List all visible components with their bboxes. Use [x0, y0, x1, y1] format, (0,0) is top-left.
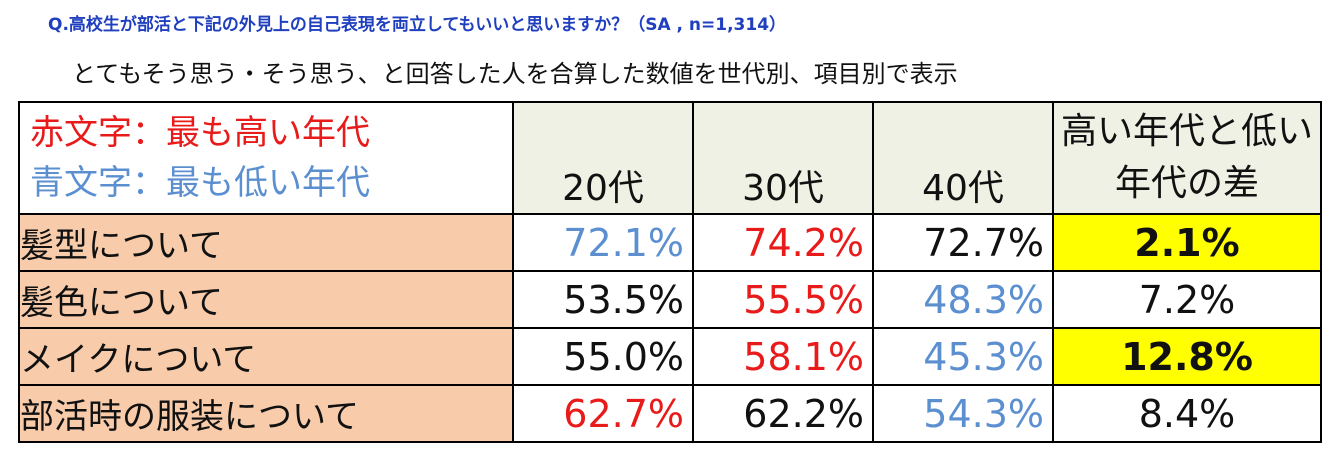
value-cell-30s: 62.2% — [692, 384, 874, 443]
subtitle-text: とてもそう思う・そう思う、と回答した人を合算した数値を世代別、項目別で表示 — [72, 60, 958, 88]
table-row: 部活時の服装について 62.7% 62.2% 54.3% 8.4% — [18, 384, 1322, 443]
table-row: 髪色について 53.5% 55.5% 48.3% 7.2% — [18, 270, 1322, 329]
legend-red-note: 赤文字：最も高い年代 — [30, 113, 370, 153]
column-header-40s: 40代 — [872, 101, 1054, 215]
table-row: 髪型について 72.1% 74.2% 72.7% 2.1% — [18, 213, 1322, 272]
value-cell-40s: 72.7% — [872, 213, 1054, 272]
value-cell-20s: 55.0% — [512, 327, 694, 386]
value-cell-20s: 53.5% — [512, 270, 694, 329]
value-cell-20s: 62.7% — [512, 384, 694, 443]
value-cell-30s: 58.1% — [692, 327, 874, 386]
difference-cell: 8.4% — [1052, 384, 1322, 443]
value-cell-40s: 54.3% — [872, 384, 1054, 443]
value-cell-30s: 55.5% — [692, 270, 874, 329]
results-table: 赤文字：最も高い年代 青文字：最も低い年代 20代 30代 40代 高い年代と低… — [18, 101, 1322, 443]
value-cell-30s: 74.2% — [692, 213, 874, 272]
legend-blue-note: 青文字：最も低い年代 — [30, 163, 370, 203]
difference-cell: 2.1% — [1052, 213, 1322, 272]
value-cell-40s: 45.3% — [872, 327, 1054, 386]
row-label: 髪型について — [18, 213, 514, 272]
difference-cell: 12.8% — [1052, 327, 1322, 386]
header-row: 赤文字：最も高い年代 青文字：最も低い年代 20代 30代 40代 高い年代と低… — [18, 101, 1322, 215]
row-label: 髪色について — [18, 270, 514, 329]
row-label: メイクについて — [18, 327, 514, 386]
column-header-30s: 30代 — [692, 101, 874, 215]
column-header-20s: 20代 — [512, 101, 694, 215]
difference-cell: 7.2% — [1052, 270, 1322, 329]
question-text: Q.高校生が部活と下記の外見上の自己表現を両立してもいいと思いますか？（SA ,… — [48, 15, 787, 35]
value-cell-20s: 72.1% — [512, 213, 694, 272]
table-row: メイクについて 55.0% 58.1% 45.3% 12.8% — [18, 327, 1322, 386]
row-label: 部活時の服装について — [18, 384, 514, 443]
value-cell-40s: 48.3% — [872, 270, 1054, 329]
column-header-difference: 高い年代と低い年代の差 — [1052, 101, 1322, 215]
legend-cell: 赤文字：最も高い年代 青文字：最も低い年代 — [18, 101, 514, 215]
